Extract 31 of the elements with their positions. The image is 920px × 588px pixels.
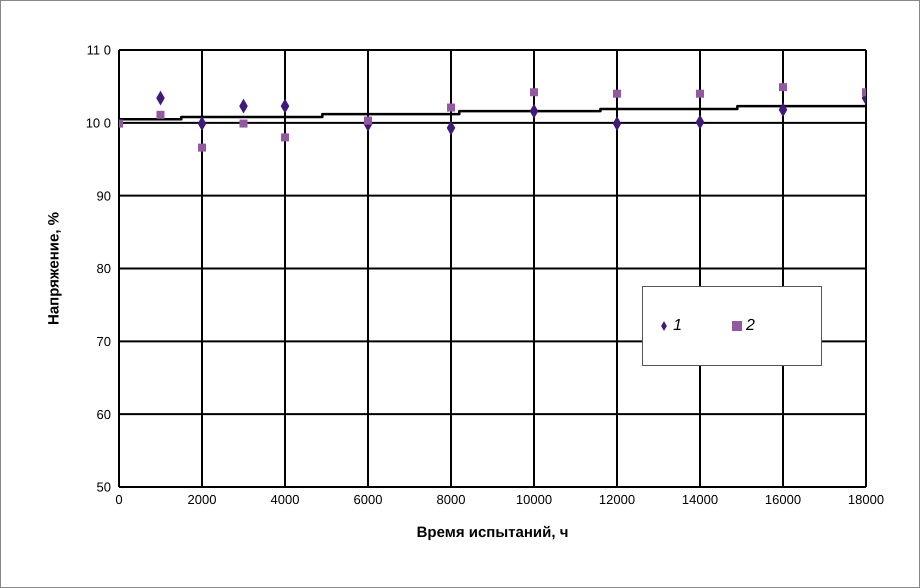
x-tick-label: 10000 (516, 492, 552, 508)
x-tick-label: 0 (115, 492, 123, 508)
x-tick-label: 6000 (354, 492, 382, 508)
x-tick-label: 18000 (848, 492, 884, 508)
x-tick-label: 8000 (436, 492, 466, 508)
point (364, 116, 372, 125)
y-tick-label: 10 0 (86, 115, 111, 130)
point (240, 120, 248, 128)
legend-label: 2 (746, 317, 755, 334)
x-axis-title: Время испытаний, ч (416, 524, 568, 541)
x-tick-label: 2000 (188, 492, 216, 508)
x-tick-label: 4000 (270, 492, 300, 508)
y-tick-label: 50 (96, 480, 111, 495)
point (281, 133, 289, 142)
y-tick-label: 11 0 (86, 42, 111, 58)
x-tick-label: 16000 (764, 492, 802, 508)
y-tick-label: 90 (96, 188, 111, 204)
y-tick-label: 60 (96, 406, 111, 422)
point (156, 110, 164, 119)
x-tick-label: 12000 (598, 492, 636, 508)
point (696, 90, 704, 98)
x-tick-label: 14000 (682, 492, 718, 508)
y-tick-label: 80 (96, 261, 111, 276)
point (779, 83, 787, 92)
y-tick-label: 70 (96, 334, 111, 349)
point (447, 104, 455, 112)
point (530, 88, 538, 96)
y-axis-title: Напряжение, % (45, 212, 62, 326)
legend-label: 1 (673, 317, 682, 334)
point (613, 90, 621, 98)
point (198, 144, 206, 152)
